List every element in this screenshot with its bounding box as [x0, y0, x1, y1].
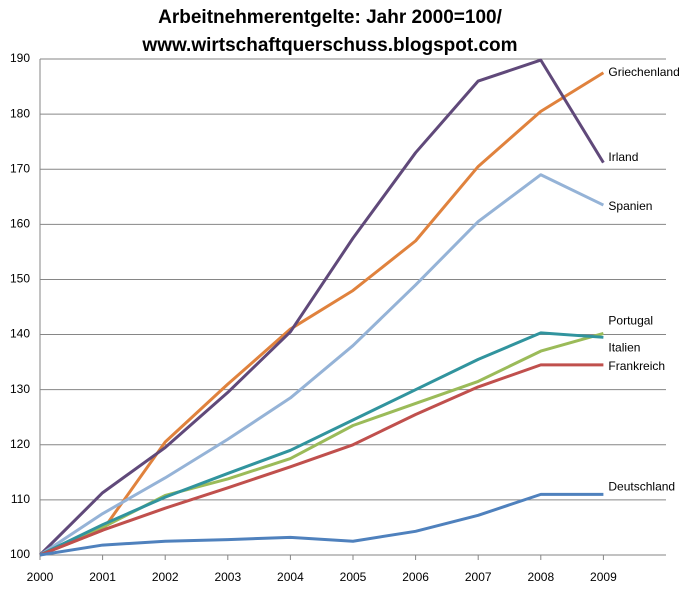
series-line [39, 71, 605, 557]
y-tick-label: 120 [10, 437, 30, 451]
series-label: Frankreich [608, 359, 665, 373]
x-tick-label: 2009 [590, 570, 617, 584]
series-line [39, 363, 604, 557]
x-tick-label: 2007 [465, 570, 492, 584]
y-tick-label: 190 [10, 51, 30, 65]
y-tick-label: 110 [11, 492, 30, 506]
x-tick-label: 2002 [152, 570, 179, 584]
x-tick-label: 2008 [527, 570, 554, 584]
x-tick-label: 2001 [89, 570, 116, 584]
chart-title: www.wirtschaftquerschuss.blogspot.com [141, 35, 517, 56]
series-line [39, 492, 604, 557]
y-tick-label: 130 [10, 382, 30, 396]
series-line [39, 173, 605, 557]
series-label: Irland [608, 150, 638, 164]
y-tick-label: 170 [10, 161, 30, 175]
series-label: Portugal [608, 314, 653, 328]
x-tick-label: 2000 [27, 570, 54, 584]
series-line [39, 331, 604, 557]
series-label: Italien [608, 340, 640, 354]
x-tick-label: 2004 [277, 570, 304, 584]
series-label: Deutschland [608, 480, 675, 494]
chart-title: Arbeitnehmerentgelte: Jahr 2000=100/ [158, 7, 502, 28]
x-tick-label: 2006 [402, 570, 429, 584]
y-tick-label: 180 [10, 106, 30, 120]
series-label: Spanien [608, 199, 652, 213]
y-tick-label: 150 [10, 272, 30, 286]
y-tick-label: 160 [10, 217, 30, 231]
series-line [38, 58, 605, 557]
y-tick-label: 100 [10, 547, 30, 561]
x-tick-label: 2005 [340, 570, 367, 584]
series-label: Griechenland [608, 65, 679, 79]
x-tick-label: 2003 [214, 570, 241, 584]
y-tick-label: 140 [10, 327, 30, 341]
